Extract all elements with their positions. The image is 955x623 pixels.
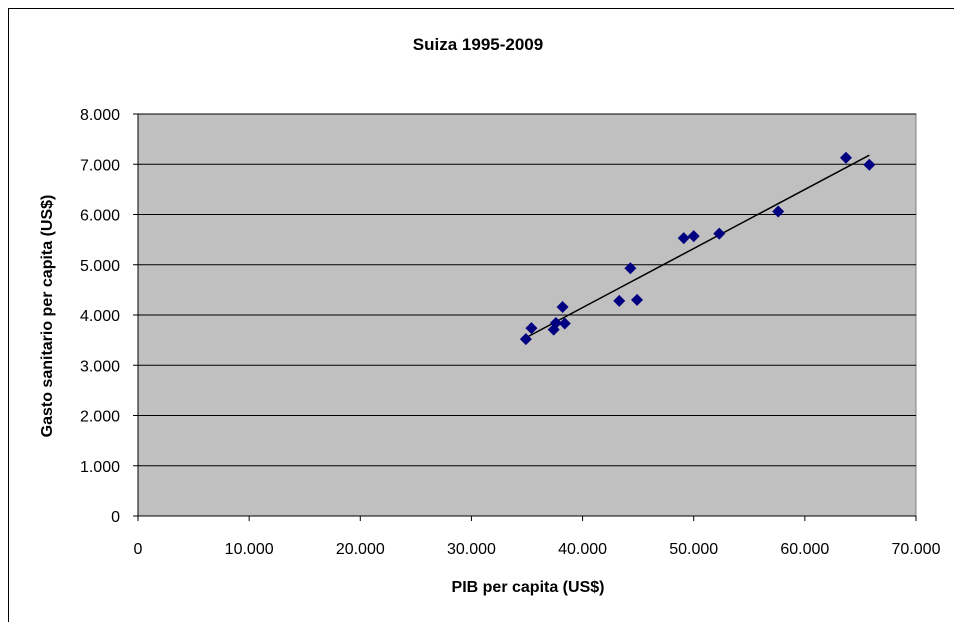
chart-frame [8,8,954,622]
y-tick-label: 4.000 [80,308,120,325]
x-tick-label: 50.000 [669,541,718,558]
data-point [624,262,637,275]
y-axis-ticks: 0 1.000 2.000 3.000 4.000 5.000 6.000 7.000 8.00… [80,107,138,526]
data-point [519,333,532,346]
x-tick-label: 0 [134,541,143,558]
x-tick-label: 40.000 [558,541,607,558]
x-tick-label: 60.000 [780,541,829,558]
gridlines [137,113,916,521]
x-axis-label: PIB per capita (US$) [452,579,605,596]
x-tick-label: 30.000 [447,541,496,558]
data-point [677,232,690,245]
data-point [549,317,562,330]
chart-title: Suiza 1995-2009 [413,35,543,54]
data-point [525,322,538,335]
y-tick-label: 7.000 [80,157,120,174]
trendline [526,154,870,338]
data-point [863,158,876,171]
y-tick-label: 6.000 [80,208,120,225]
y-axis-label: Gasto sanitario per capita (US$) [39,195,56,438]
data-point [713,227,726,240]
x-tick-label: 20.000 [336,541,385,558]
data-point [613,294,626,307]
data-point [687,230,700,243]
x-tick-label: 70.000 [892,541,941,558]
y-tick-label: 1.000 [80,459,120,476]
y-tick-label: 3.000 [80,358,120,375]
y-tick-label: 8.000 [80,107,120,124]
data-point [772,205,785,218]
data-point [631,293,644,306]
y-tick-label: 2.000 [80,409,120,426]
data-points [519,151,876,346]
data-point [839,151,852,164]
x-tick-label: 10.000 [225,541,274,558]
data-point [558,317,571,330]
data-point [556,300,569,313]
x-axis-ticks: 0 10.000 20.000 30.000 40.000 50.000 60.000 70.… [134,516,941,558]
y-tick-label: 0 [111,509,120,526]
y-tick-label: 5.000 [80,258,120,275]
